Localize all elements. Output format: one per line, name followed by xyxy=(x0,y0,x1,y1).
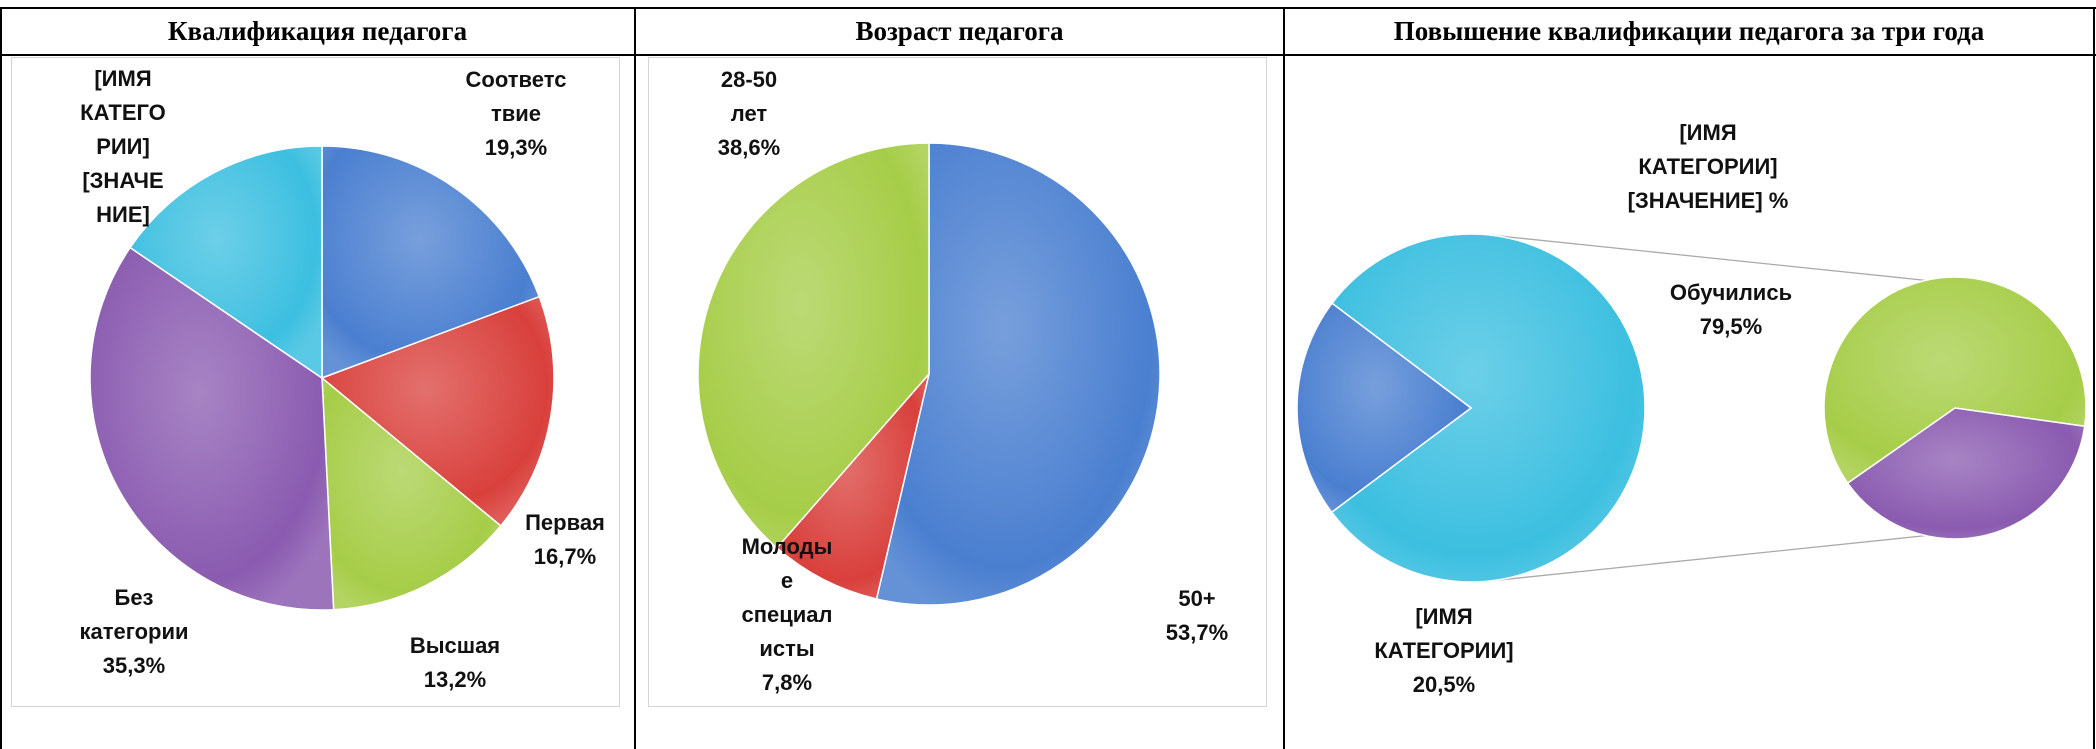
label-text: Соответствие xyxy=(465,67,567,126)
pie-slice xyxy=(89,246,335,611)
label-text: Обучились xyxy=(1669,280,1793,305)
pie-slice xyxy=(1823,276,2087,485)
data-label: [ИМЯ КАТЕГОРИИ] 20,5% xyxy=(1349,600,1539,702)
label-text: Первая xyxy=(525,510,605,535)
pie-slice xyxy=(320,295,555,527)
chart-frame xyxy=(648,57,1267,707)
label-text: 53,7% xyxy=(1165,620,1229,645)
data-label: [ИМЯ КАТЕГОРИИ] [ЗНАЧЕНИЕ] xyxy=(76,62,171,232)
label-text: 38,6% xyxy=(717,135,781,160)
pie-slice xyxy=(697,142,930,549)
connector xyxy=(1489,234,1926,282)
pie xyxy=(89,145,555,611)
data-label: Первая 16,7% xyxy=(505,506,625,574)
label-text: Высшая xyxy=(409,633,501,658)
column-header: Повышение квалификации педагога за три г… xyxy=(1393,16,1985,46)
label-text: [ИМЯ КАТЕГОРИИ] xyxy=(1374,604,1514,663)
data-label: 28-50 лет 38,6% xyxy=(709,63,789,165)
label-text: Без категории xyxy=(79,585,189,644)
label-text: 19,3% xyxy=(484,135,548,160)
data-label: Обучились 79,5% xyxy=(1656,276,1806,344)
pie-slice xyxy=(875,142,1161,606)
pie-slice xyxy=(1330,233,1646,583)
label-text: 7,8% xyxy=(761,670,813,695)
table-border xyxy=(634,7,636,749)
pie xyxy=(1823,276,2087,540)
data-label: 50+ 53,7% xyxy=(1147,582,1247,650)
data-label: [ИМЯ КАТЕГОРИИ] [ЗНАЧЕНИЕ] % xyxy=(1613,116,1803,218)
pie xyxy=(697,142,1161,606)
pie-slice xyxy=(1296,302,1473,514)
data-label: Молодые специалисты 7,8% xyxy=(737,530,837,700)
table-border xyxy=(0,7,2096,9)
pie-slice xyxy=(1846,407,2086,540)
label-text: [ИМЯ КАТЕГОРИИ] xyxy=(80,66,166,159)
table-border xyxy=(1283,7,1285,749)
label-text: 28-50 лет xyxy=(720,67,778,126)
column-header: Возраст педагога xyxy=(855,16,1064,46)
label-text: 16,7% xyxy=(533,544,597,569)
label-text: [ЗНАЧЕНИЕ] % xyxy=(1627,188,1789,213)
label-text: 35,3% xyxy=(102,653,166,678)
data-label: Без категории 35,3% xyxy=(79,581,189,683)
chart-frame xyxy=(11,57,620,707)
table-border xyxy=(0,7,2,749)
data-label: Высшая 13,2% xyxy=(395,629,515,697)
data-label: Соответствие 19,3% xyxy=(461,63,571,165)
connector xyxy=(1489,534,1926,582)
label-text: 79,5% xyxy=(1699,314,1763,339)
label-text: 13,2% xyxy=(423,667,487,692)
pie-slice xyxy=(321,145,541,380)
label-text: [ИМЯ КАТЕГОРИИ] xyxy=(1638,120,1778,179)
table-border xyxy=(2093,7,2095,749)
pie-slice xyxy=(129,145,323,380)
table-border xyxy=(0,54,2096,56)
label-text: Молодые специалисты xyxy=(741,534,833,661)
pie-slice xyxy=(321,376,502,611)
label-text: 20,5% xyxy=(1412,672,1476,697)
column-header: Квалификация педагога xyxy=(167,16,468,46)
label-text: 50+ xyxy=(1178,586,1216,611)
label-text: [ЗНАЧЕНИЕ] xyxy=(82,168,164,227)
pie xyxy=(1296,233,1646,583)
pie-slice xyxy=(775,373,930,600)
